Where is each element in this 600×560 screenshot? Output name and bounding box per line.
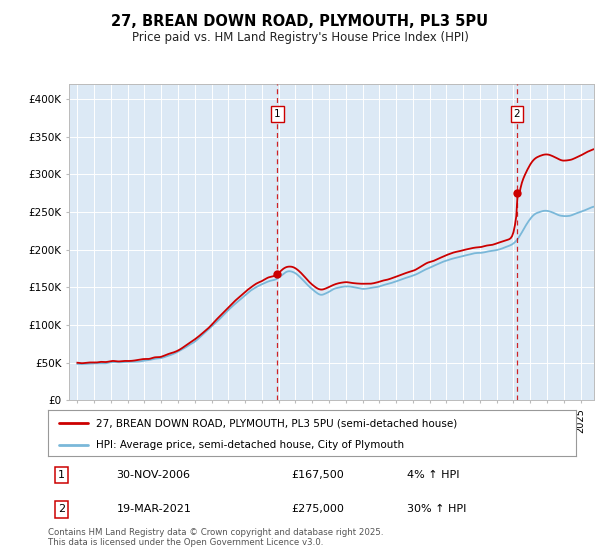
Text: 27, BREAN DOWN ROAD, PLYMOUTH, PL3 5PU: 27, BREAN DOWN ROAD, PLYMOUTH, PL3 5PU [112, 14, 488, 29]
Text: 1: 1 [58, 470, 65, 480]
Text: 4% ↑ HPI: 4% ↑ HPI [407, 470, 460, 480]
Text: 19-MAR-2021: 19-MAR-2021 [116, 505, 191, 515]
Text: 2: 2 [58, 505, 65, 515]
Text: 1: 1 [274, 109, 281, 119]
Text: 30% ↑ HPI: 30% ↑ HPI [407, 505, 466, 515]
Text: 30-NOV-2006: 30-NOV-2006 [116, 470, 191, 480]
Text: Price paid vs. HM Land Registry's House Price Index (HPI): Price paid vs. HM Land Registry's House … [131, 31, 469, 44]
Text: Contains HM Land Registry data © Crown copyright and database right 2025.
This d: Contains HM Land Registry data © Crown c… [48, 528, 383, 547]
Text: 2: 2 [514, 109, 520, 119]
Text: 27, BREAN DOWN ROAD, PLYMOUTH, PL3 5PU (semi-detached house): 27, BREAN DOWN ROAD, PLYMOUTH, PL3 5PU (… [95, 418, 457, 428]
Text: £275,000: £275,000 [291, 505, 344, 515]
Text: £167,500: £167,500 [291, 470, 344, 480]
Text: HPI: Average price, semi-detached house, City of Plymouth: HPI: Average price, semi-detached house,… [95, 440, 404, 450]
